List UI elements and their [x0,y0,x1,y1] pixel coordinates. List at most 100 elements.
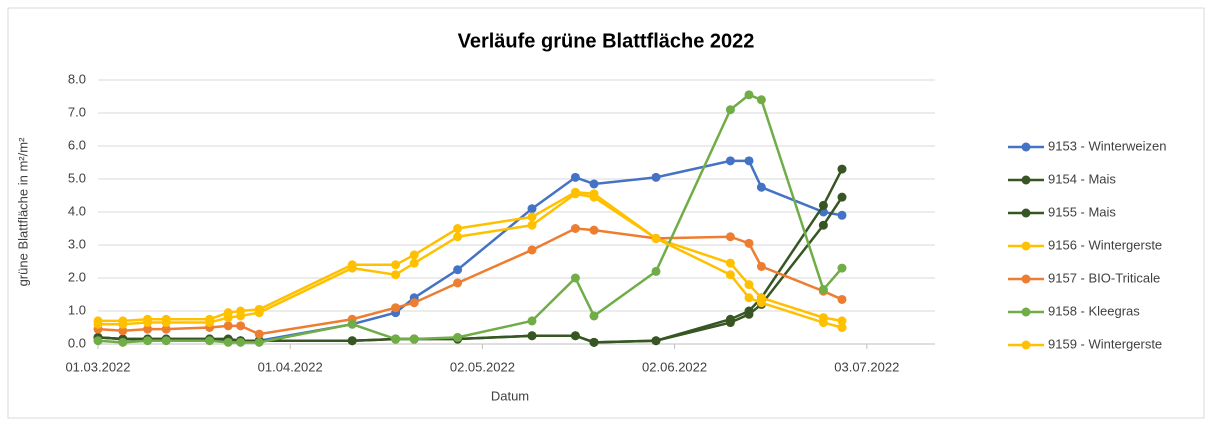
data-point [93,319,103,329]
data-point [756,298,766,308]
data-point [725,318,735,328]
data-point [818,318,828,328]
data-point [391,260,401,270]
data-point [756,182,766,192]
data-point [651,172,661,182]
legend-marker [1021,241,1031,251]
data-point [725,156,735,166]
data-point [527,204,537,214]
data-point [589,311,599,321]
data-point [570,331,580,341]
y-tick-label: 5.0 [68,170,86,185]
data-point [818,200,828,210]
data-point [254,329,264,339]
chart-border [7,7,1205,419]
data-point [118,319,128,329]
data-point [527,212,537,222]
legend-marker [1021,208,1031,218]
data-point [725,270,735,280]
legend-marker [1021,142,1031,152]
data-point [589,192,599,202]
data-point [453,224,463,233]
data-point [756,95,766,105]
data-point [818,285,828,295]
legend-marker [1021,274,1031,284]
y-tick-label: 4.0 [68,203,86,218]
x-tick-label: 01.04.2022 [258,359,323,374]
chart-title: Verläufe grüne Blattfläche 2022 [458,30,755,52]
y-axis-label: grüne Blattfläche in m²/m² [15,137,30,287]
data-point [527,331,537,341]
data-point [223,321,233,331]
data-point [837,294,847,304]
data-point [527,245,537,255]
data-point [118,337,128,347]
data-point [453,278,463,288]
data-point [744,280,754,290]
data-point [589,179,599,189]
data-point [347,336,357,346]
data-point [725,105,735,115]
data-point [161,324,171,334]
data-point [143,318,153,328]
data-point [837,316,847,326]
data-point [161,336,171,346]
data-point [254,337,264,347]
data-point [236,337,246,347]
data-point [453,232,463,242]
data-point [409,334,419,344]
data-point [391,334,401,344]
data-point [118,326,128,336]
data-point [527,220,537,230]
data-point [236,311,246,321]
legend-label: 9154 - Mais [1048,171,1116,186]
data-point [223,313,233,323]
data-point [453,265,463,275]
legend-label: 9155 - Mais [1048,204,1116,219]
data-point [527,316,537,326]
data-point [651,336,661,346]
x-tick-label: 01.03.2022 [65,359,130,374]
data-point [409,250,419,260]
data-point [744,293,754,303]
legend-label: 9153 - Winterweizen [1048,138,1167,153]
data-point [837,323,847,332]
data-point [205,336,215,346]
data-point [744,309,754,319]
y-tick-label: 8.0 [68,71,86,86]
x-tick-label: 03.07.2022 [834,359,899,374]
legend-label: 9157 - BIO-Triticale [1048,270,1160,285]
legend-label: 9158 - Kleegras [1048,303,1140,318]
data-point [347,263,357,273]
legend-marker [1021,175,1031,185]
data-point [744,90,754,100]
legend-label: 9156 - Wintergerste [1048,237,1162,252]
data-point [589,225,599,235]
y-tick-label: 6.0 [68,137,86,152]
data-point [818,220,828,230]
y-tick-label: 3.0 [68,236,86,251]
data-point [409,258,419,268]
y-tick-label: 0.0 [68,335,86,350]
data-point [725,232,735,242]
legend-marker [1021,340,1031,350]
data-point [347,319,357,329]
data-point [409,298,419,308]
y-tick-label: 7.0 [68,104,86,119]
data-point [93,336,103,346]
data-point [453,332,463,342]
data-point [570,273,580,283]
data-point [756,261,766,271]
data-point [143,336,153,346]
legend-marker [1021,307,1031,317]
data-point [143,324,153,334]
data-point [837,192,847,202]
data-point [837,164,847,174]
x-tick-label: 02.06.2022 [642,359,707,374]
data-point [589,337,599,347]
data-point [391,270,401,280]
data-point [205,318,215,328]
data-point [651,266,661,276]
data-point [651,233,661,243]
